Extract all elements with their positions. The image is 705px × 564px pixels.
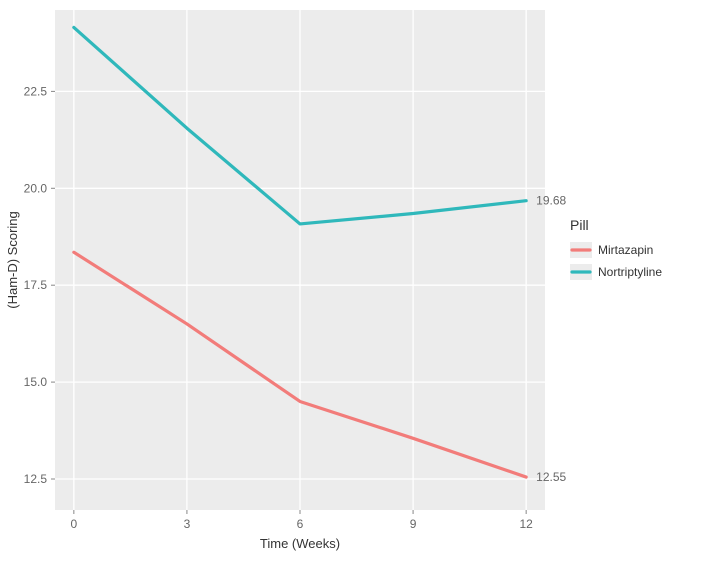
chart-container: 12.55 19.68 12.5 15.0 17.5 20.0 22.5 0 3 6 9 12 Time… [0,0,705,564]
series-end-label-nortriptyline: 19.68 [536,194,566,208]
legend-label: Nortriptyline [598,265,662,279]
y-axis-label: (Ham-D) Scoring [5,211,20,309]
legend-label: Mirtazapin [598,243,653,257]
y-tick-label: 22.5 [24,84,48,98]
y-tick-label: 12.5 [24,472,48,486]
x-tick-label: 9 [410,517,417,531]
x-tick-label: 3 [184,517,191,531]
x-axis-label: Time (Weeks) [260,536,340,551]
legend-title: Pill [570,217,589,233]
x-tick-label: 12 [519,517,533,531]
line-chart: 12.55 19.68 12.5 15.0 17.5 20.0 22.5 0 3 6 9 12 Time… [0,0,705,564]
y-tick-label: 20.0 [24,181,48,195]
x-tick-label: 6 [297,517,304,531]
series-end-label-mirtazapin: 12.55 [536,470,566,484]
x-tick-label: 0 [71,517,78,531]
y-tick-label: 15.0 [24,375,48,389]
y-tick-label: 17.5 [24,278,48,292]
